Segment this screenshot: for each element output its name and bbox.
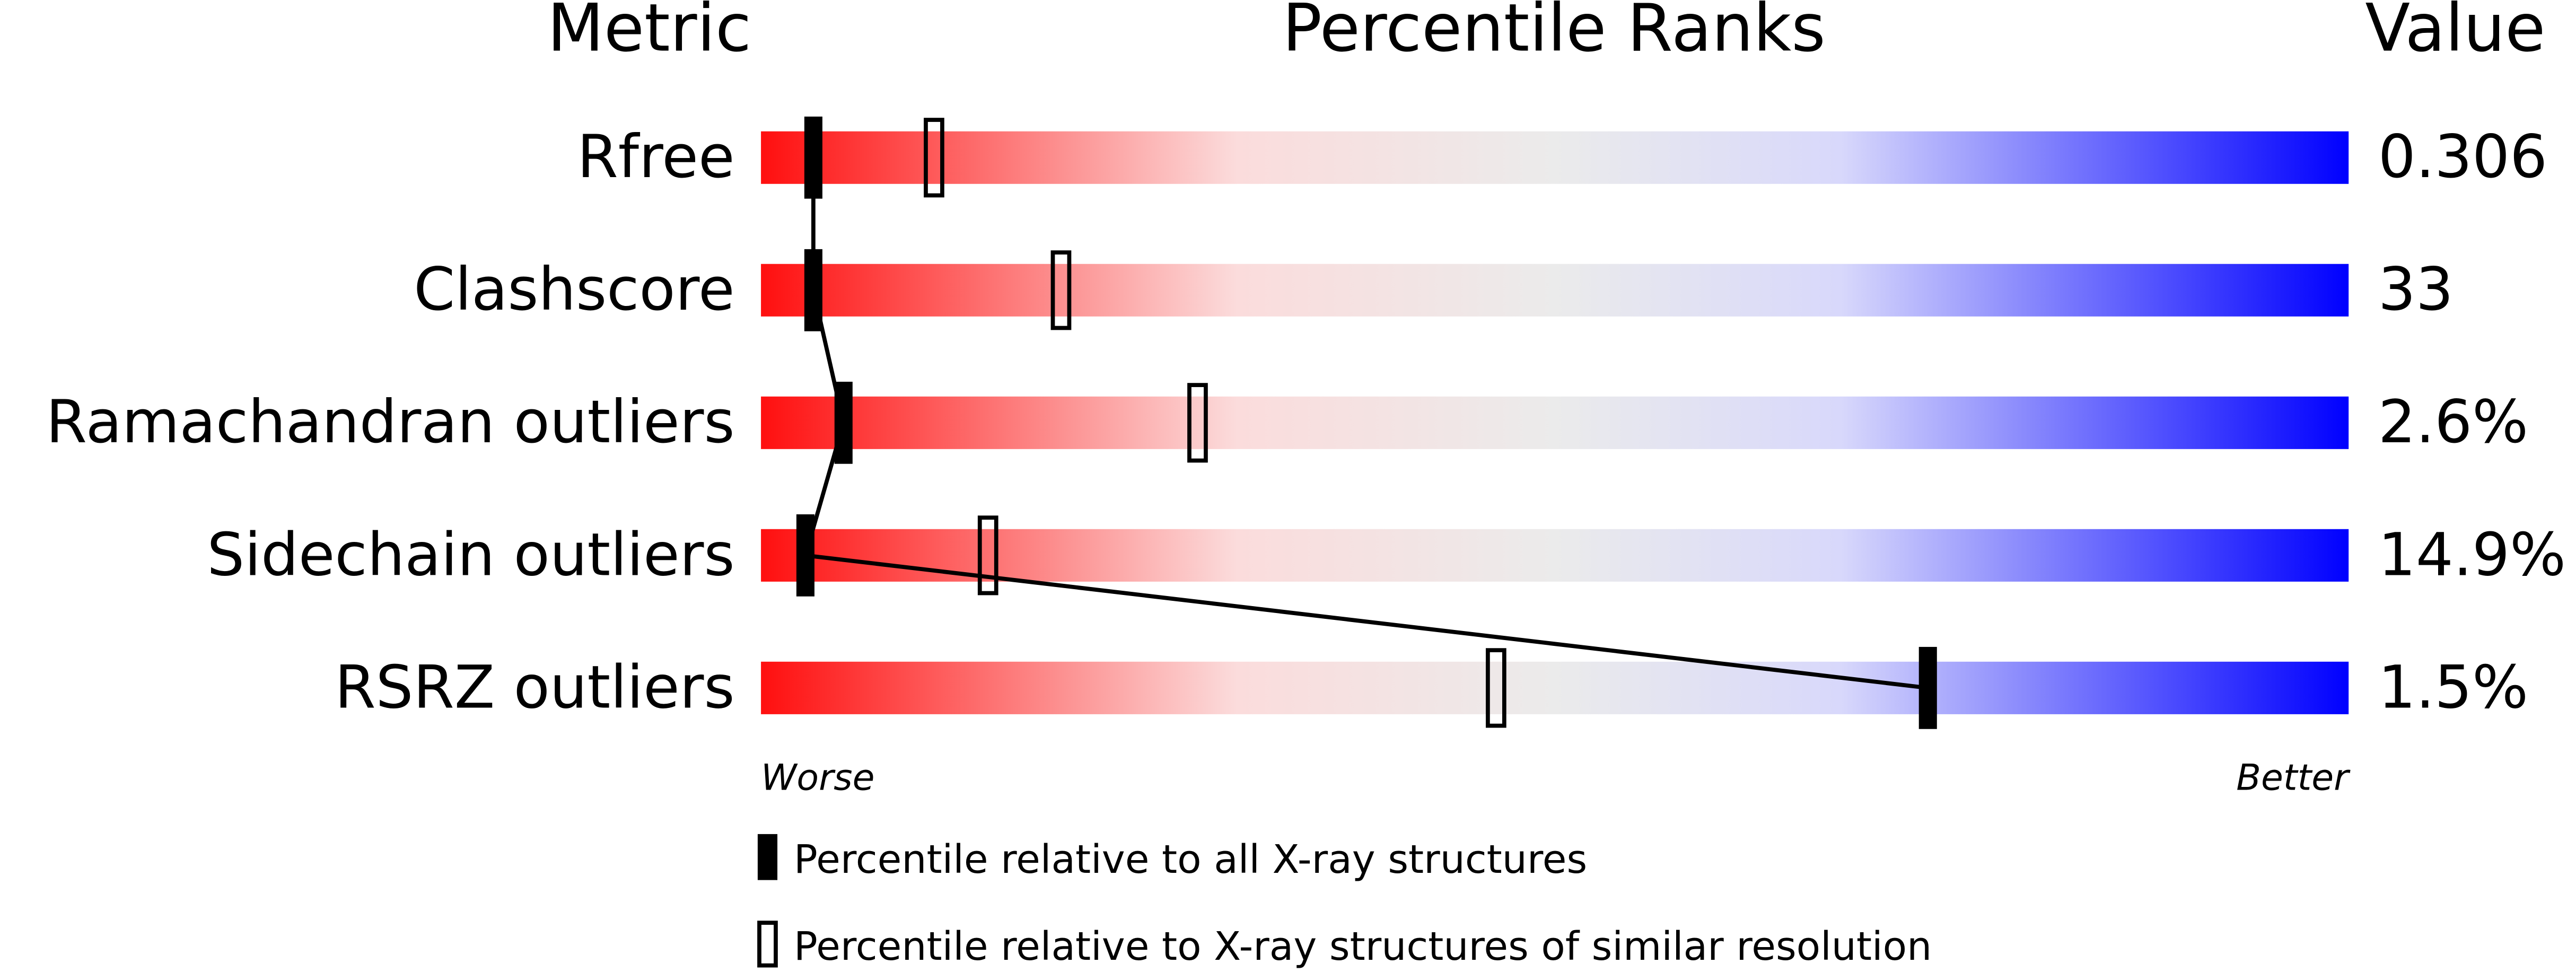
metric-label: RSRZ outliers: [335, 653, 734, 722]
value-label: 1.5%: [2378, 653, 2528, 722]
worse-label: Worse: [761, 757, 874, 799]
percentile-marker-similar: [924, 118, 944, 198]
legend-label: Percentile relative to X-ray structures …: [794, 923, 1932, 969]
percentile-marker-similar: [1050, 250, 1072, 330]
value-label: 2.6%: [2378, 388, 2528, 457]
percentile-bar: [761, 661, 2349, 714]
percentile-marker-similar: [1187, 383, 1208, 463]
percentile-bar: [761, 529, 2349, 582]
percentile-header: Percentile Ranks: [1282, 0, 1825, 67]
better-label: Better: [2236, 757, 2351, 799]
percentile-marker-all: [804, 116, 822, 199]
percentile-marker-all: [804, 249, 822, 331]
value-label: 14.9%: [2378, 521, 2566, 589]
percentile-marker-all: [796, 514, 814, 597]
legend-swatch: [757, 834, 778, 880]
value-header: Value: [2365, 0, 2545, 67]
percentile-marker-similar: [1486, 648, 1506, 728]
legend-label: Percentile relative to all X-ray structu…: [794, 836, 1587, 882]
legend-swatch: [757, 921, 778, 968]
value-label: 33: [2378, 256, 2454, 324]
value-label: 0.306: [2378, 123, 2547, 191]
metric-header: Metric: [547, 0, 751, 67]
percentile-marker-all: [1918, 646, 1937, 729]
percentile-bar: [761, 264, 2349, 317]
percentile-bar: [761, 396, 2349, 449]
metric-label: Sidechain outliers: [207, 521, 734, 589]
percentile-marker-similar: [977, 515, 998, 596]
metric-label: Clashscore: [414, 256, 734, 324]
percentile-bar: [761, 131, 2349, 184]
percentile-marker-all: [834, 381, 853, 464]
metric-label: Rfree: [577, 123, 734, 191]
metric-label: Ramachandran outliers: [46, 388, 735, 457]
